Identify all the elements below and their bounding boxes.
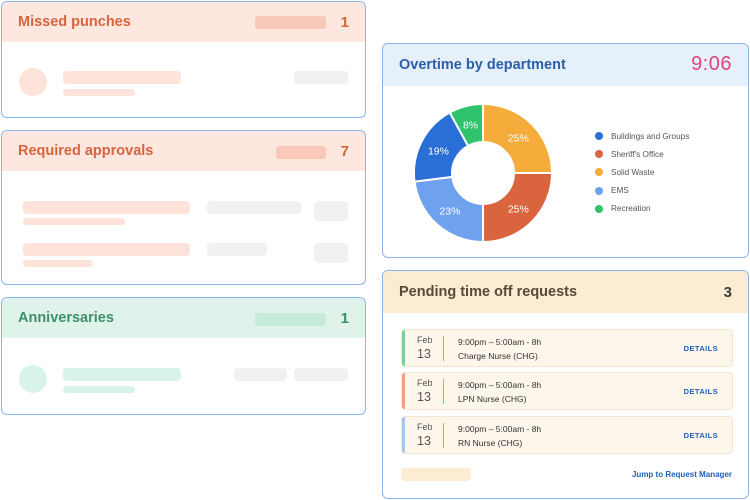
request-role: LPN Nurse (CHG) xyxy=(458,394,527,404)
value-placeholder xyxy=(234,368,287,381)
subtext-placeholder xyxy=(63,386,135,393)
donut-slice[interactable] xyxy=(482,172,554,244)
required-approvals-card: Required approvals 7 xyxy=(1,130,366,285)
request-divider xyxy=(443,336,444,361)
row-placeholder xyxy=(207,243,267,256)
row-placeholder xyxy=(23,243,190,256)
donut-slice[interactable] xyxy=(448,102,484,148)
request-month: Feb xyxy=(417,422,433,432)
anniversaries-header[interactable]: Anniversaries 1 xyxy=(2,298,365,338)
legend-swatch xyxy=(595,168,603,177)
request-role: Charge Nurse (CHG) xyxy=(458,351,538,361)
overtime-header: Overtime by department 9:06 xyxy=(383,44,748,86)
missed-punches-count: 1 xyxy=(340,13,349,31)
overtime-title: Overtime by department xyxy=(399,57,566,73)
slice-label: 8% xyxy=(463,120,478,132)
legend-label: Solid Waste xyxy=(611,167,655,177)
slice-label: 19% xyxy=(428,145,449,157)
request-time: 9:00pm – 5:00am - 8h xyxy=(458,380,542,390)
name-placeholder xyxy=(63,71,181,84)
clock-display: 9:06 xyxy=(691,53,732,75)
request-day: 13 xyxy=(417,390,431,404)
request-role: RN Nurse (CHG) xyxy=(458,438,523,448)
request-accent-bar xyxy=(402,330,405,366)
pending-requests-count: 3 xyxy=(723,283,732,301)
value-placeholder xyxy=(294,71,348,84)
header-placeholder xyxy=(276,146,326,159)
pending-requests-header: Pending time off requests 3 xyxy=(383,271,748,313)
missed-punches-header[interactable]: Missed punches 1 xyxy=(2,2,365,42)
avatar-placeholder xyxy=(19,68,47,96)
row-placeholder xyxy=(23,201,190,214)
name-placeholder xyxy=(63,368,181,381)
row-placeholder xyxy=(207,201,301,214)
missed-punches-title: Missed punches xyxy=(18,14,131,30)
header-placeholder xyxy=(255,16,326,29)
legend-item[interactable]: Solid Waste xyxy=(595,163,689,181)
request-divider xyxy=(443,423,444,448)
request-row[interactable]: Feb 13 9:00pm – 5:00am - 8h Charge Nurse (C… xyxy=(401,329,733,367)
details-link[interactable]: DETAILS xyxy=(683,344,718,353)
request-accent-bar xyxy=(402,373,405,409)
anniversaries-count: 1 xyxy=(340,309,349,327)
request-row[interactable]: Feb 13 9:00pm – 5:00am - 8h LPN Nurse (CHG)… xyxy=(401,372,733,410)
value-placeholder xyxy=(294,368,348,381)
jump-to-request-manager-link[interactable]: Jump to Request Manager xyxy=(631,470,732,479)
missed-punches-card: Missed punches 1 xyxy=(1,1,366,118)
slice-label: 25% xyxy=(508,133,529,145)
donut-slice[interactable] xyxy=(413,175,484,244)
request-month: Feb xyxy=(417,378,433,388)
request-divider xyxy=(443,379,444,404)
slice-label: 23% xyxy=(439,206,460,218)
row-placeholder xyxy=(23,218,125,225)
anniversaries-title: Anniversaries xyxy=(18,310,114,326)
legend-item[interactable]: Recreation xyxy=(595,200,689,218)
pending-requests-title: Pending time off requests xyxy=(399,284,578,300)
legend-item[interactable]: Buildings and Groups xyxy=(595,127,689,145)
legend-item[interactable]: Sheriff's Office xyxy=(595,145,689,163)
row-placeholder xyxy=(23,260,93,267)
avatar-placeholder xyxy=(19,365,47,393)
overtime-card: Overtime by department 9:06 25% 25% 23% 19%… xyxy=(382,43,749,258)
anniversaries-card: Anniversaries 1 xyxy=(1,297,366,415)
donut-slice[interactable] xyxy=(482,102,554,174)
request-month: Feb xyxy=(417,335,433,345)
pending-requests-card: Pending time off requests 3 Feb 13 9:00pm … xyxy=(382,270,749,499)
request-time: 9:00pm – 5:00am - 8h xyxy=(458,337,542,347)
legend-swatch xyxy=(595,132,603,141)
required-approvals-title: Required approvals xyxy=(18,143,154,159)
slice-label: 25% xyxy=(508,203,529,215)
header-placeholder xyxy=(255,313,326,326)
required-approvals-count: 7 xyxy=(340,142,349,160)
details-link[interactable]: DETAILS xyxy=(683,431,718,440)
request-day: 13 xyxy=(417,347,431,361)
details-link[interactable]: DETAILS xyxy=(683,387,718,396)
overtime-donut-chart: 25% 25% 23% 19% 8% xyxy=(413,102,554,244)
row-placeholder xyxy=(314,201,348,221)
legend-swatch xyxy=(595,204,603,213)
legend-swatch xyxy=(595,186,603,195)
legend-label: Sheriff's Office xyxy=(611,149,664,159)
required-approvals-header[interactable]: Required approvals 7 xyxy=(2,131,365,171)
legend-label: EMS xyxy=(611,186,629,196)
subtext-placeholder xyxy=(63,89,135,96)
row-placeholder xyxy=(314,243,348,263)
legend-item[interactable]: EMS xyxy=(595,182,689,200)
footer-placeholder xyxy=(401,468,471,481)
request-time: 9:00pm – 5:00am - 8h xyxy=(458,424,542,434)
request-row[interactable]: Feb 13 9:00pm – 5:00am - 8h RN Nurse (CHG) D… xyxy=(401,416,733,454)
request-day: 13 xyxy=(417,434,431,448)
request-accent-bar xyxy=(402,417,405,453)
legend-swatch xyxy=(595,150,603,159)
legend-label: Recreation xyxy=(611,204,651,214)
legend-label: Buildings and Groups xyxy=(611,131,690,141)
chart-legend: Buildings and Groups Sheriff's Office Soli… xyxy=(595,127,689,218)
